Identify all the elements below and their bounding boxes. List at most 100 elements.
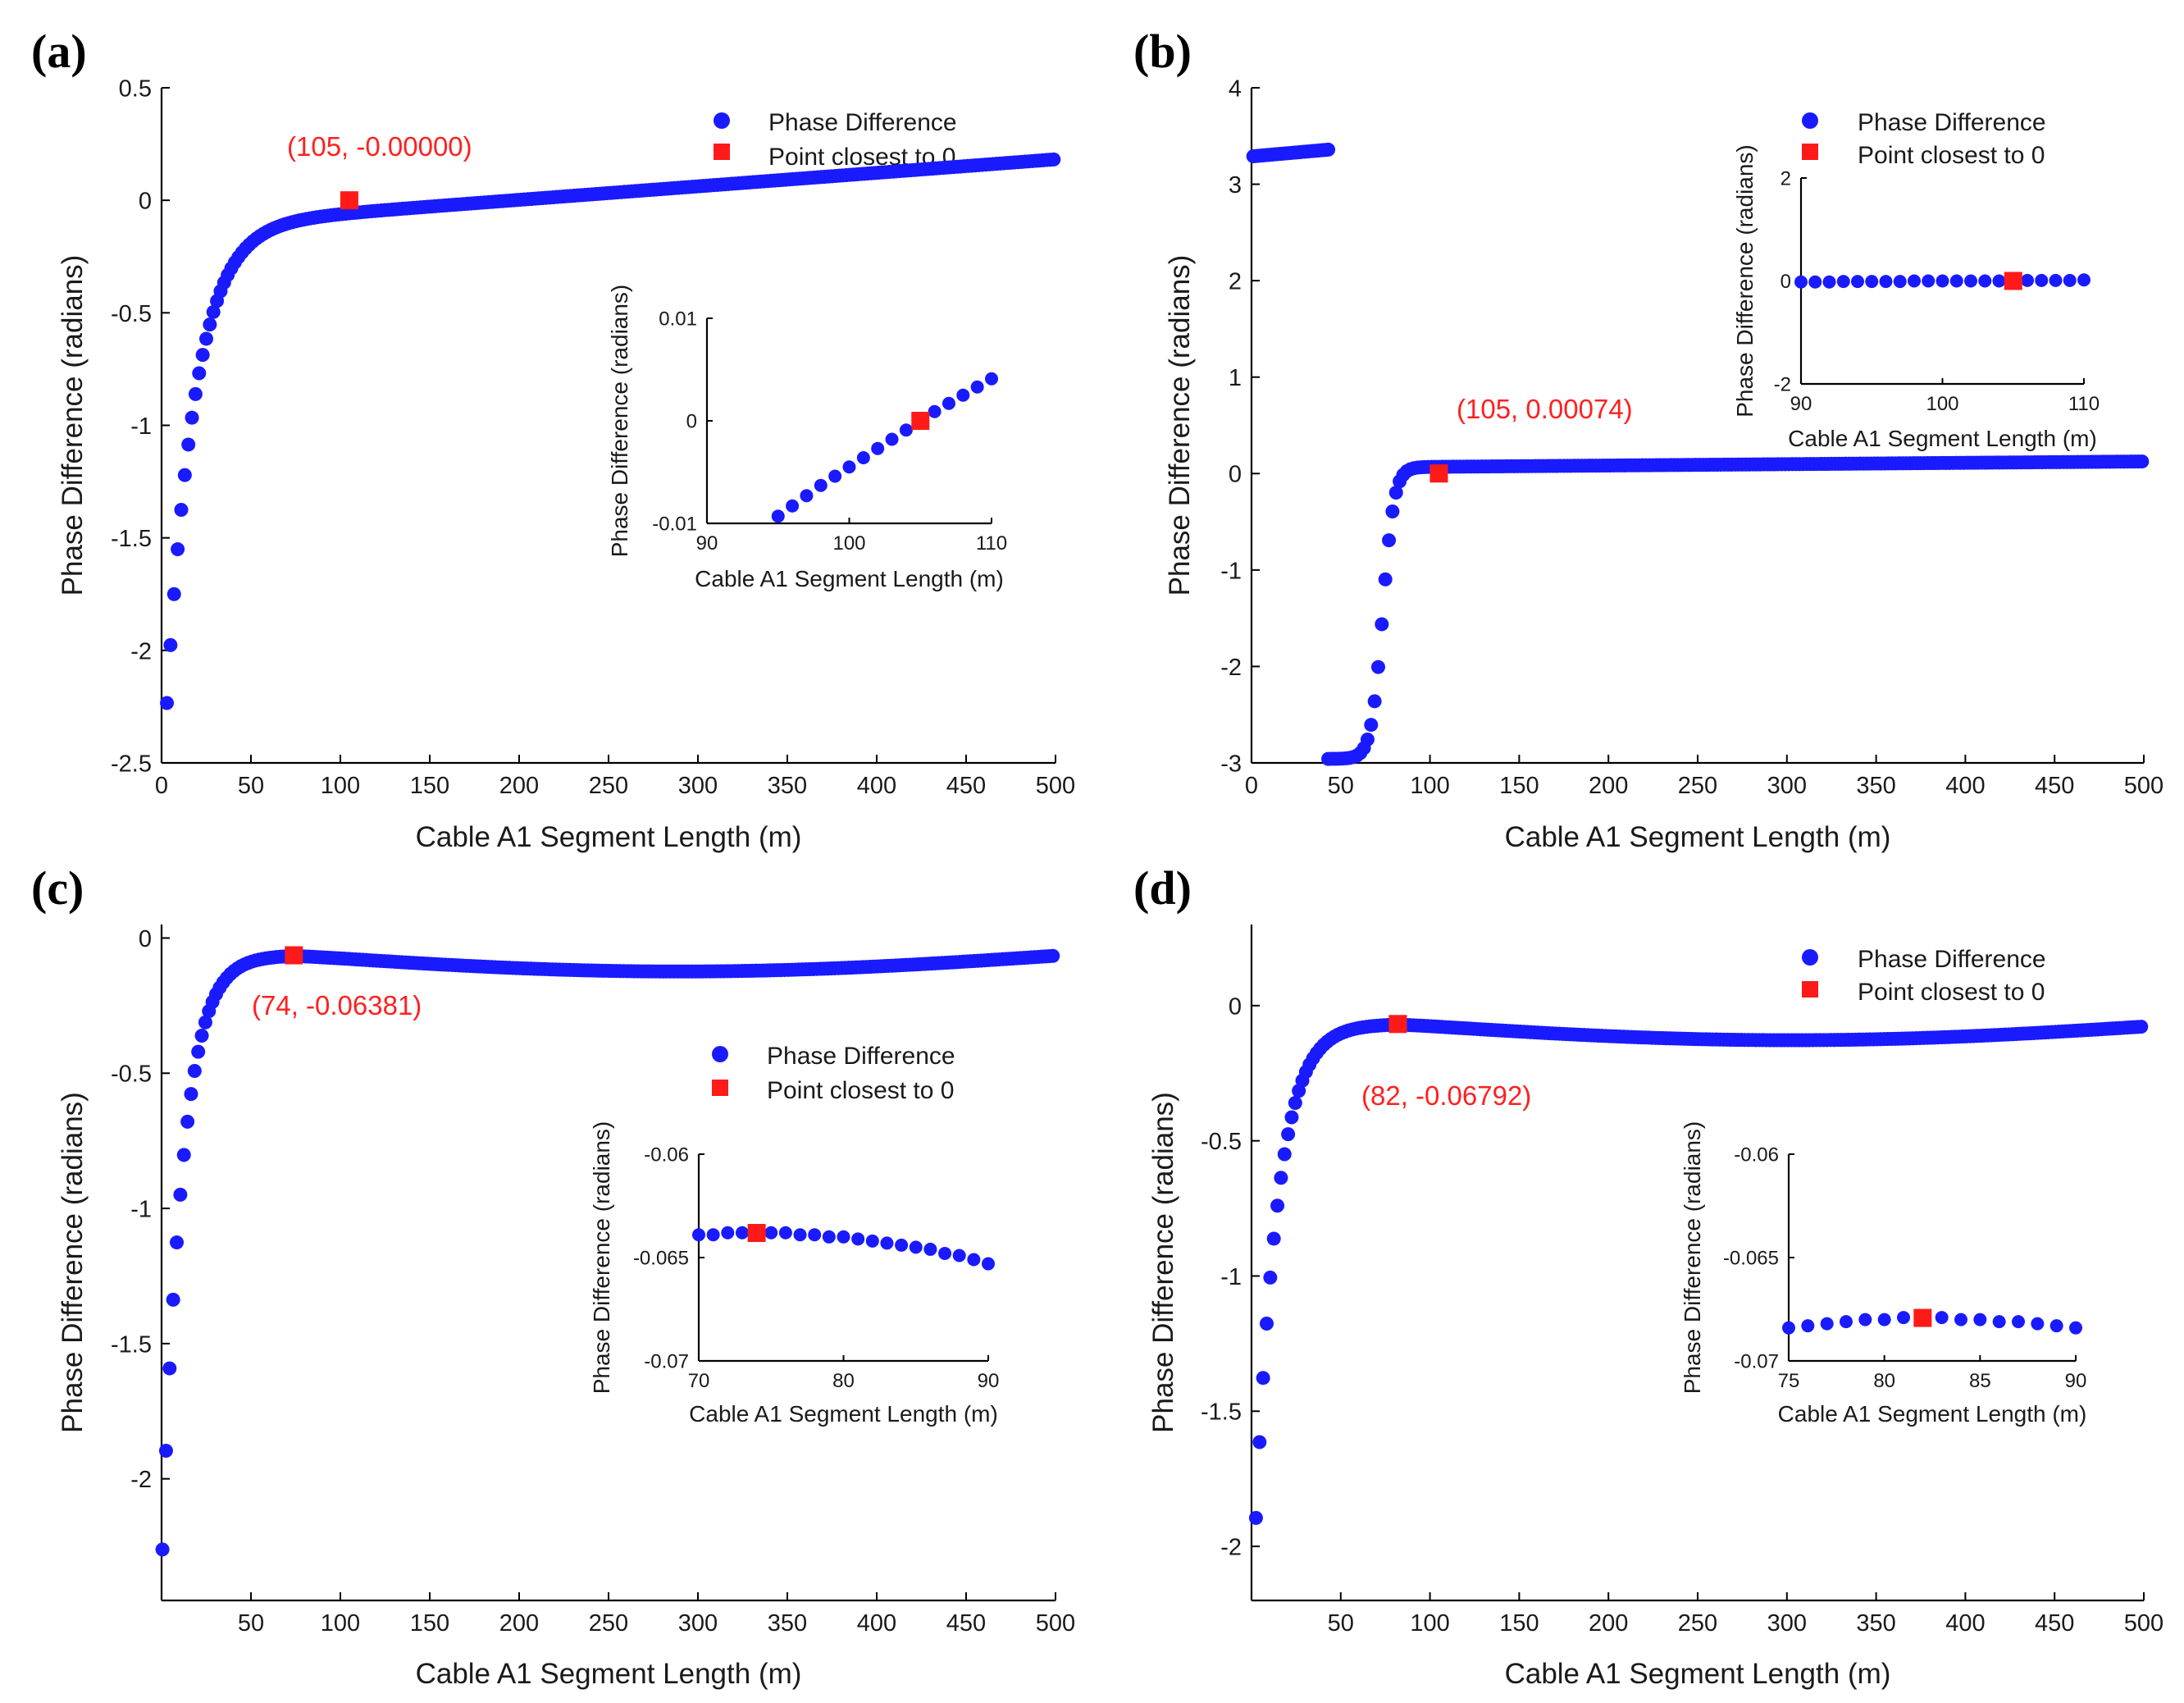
inset-data-point (851, 1232, 865, 1246)
data-point (176, 1148, 191, 1162)
inset-data-point (1893, 275, 1907, 289)
inset-data-point (1922, 274, 1936, 288)
inset-data-point (706, 1228, 720, 1242)
y-axis-label: Phase Difference (radians) (1164, 255, 1196, 596)
inset-data-point (1973, 1313, 1987, 1326)
inset-data-point (970, 380, 984, 394)
inset-data-point (1836, 275, 1850, 289)
data-point (1382, 533, 1397, 548)
inset-data-point (909, 1240, 923, 1254)
inset-data-point (1964, 274, 1977, 288)
inset-x-tick-label: 70 (688, 1370, 710, 1392)
inset-y-axis-label: Phase Difference (radians) (1680, 1121, 1705, 1395)
inset-data-point (1808, 275, 1822, 289)
data-point (198, 1015, 212, 1030)
inset-data-point (1897, 1311, 1910, 1325)
legend-closest-label: Point closest to 0 (1858, 979, 2045, 1006)
y-tick-label: -1 (130, 1197, 152, 1223)
inset-y-tick-label: -0.06 (644, 1144, 689, 1167)
legend-closest-marker (1802, 981, 1818, 998)
y-tick-label: -2 (1220, 1535, 1242, 1561)
x-tick-label: 400 (1945, 773, 1985, 799)
x-tick-label: 50 (1328, 1610, 1354, 1637)
x-tick-label: 450 (946, 773, 986, 799)
inset-data-point (822, 1230, 836, 1244)
data-point (1248, 1510, 1263, 1525)
inset-y-tick-label: -0.07 (1734, 1351, 1779, 1373)
data-point (187, 1064, 202, 1079)
data-point (177, 468, 192, 482)
inset-y-axis-label: Phase Difference (radians) (1732, 144, 1758, 418)
inset-x-tick-label: 90 (978, 1370, 1000, 1392)
x-tick-label: 100 (321, 1610, 360, 1637)
x-tick-label: 450 (2035, 773, 2074, 799)
data-point (1288, 1096, 1302, 1111)
y-tick-label: 0 (139, 189, 152, 215)
main-plot: 50 100 150 200 250 300 350 400 450 500 -2 -1.5 -1 -0.… (1147, 925, 2163, 1690)
y-tick-label: 4 (1229, 75, 1242, 102)
inset-data-point (1851, 275, 1864, 289)
x-tick-label: 400 (1945, 1610, 1985, 1637)
inset-data-point (880, 1236, 894, 1250)
x-tick-label: 450 (946, 1610, 986, 1637)
panel-c-letter: (c) (31, 861, 84, 915)
y-tick-label: -1.5 (111, 1331, 152, 1358)
inset-data-point (2035, 273, 2049, 287)
inset-x-tick-label: 80 (1873, 1370, 1895, 1392)
data-point (1284, 1110, 1299, 1125)
inset-data-point (2077, 273, 2091, 287)
inset-data-point (982, 1257, 995, 1271)
y-tick-label: 0 (1229, 993, 1242, 1020)
inset-data-point (2021, 273, 2034, 287)
inset-data-point (1865, 275, 1879, 289)
x-tick-label: 300 (1767, 1610, 1807, 1637)
inset-data-point (721, 1226, 735, 1240)
x-tick-label: 200 (499, 1610, 539, 1637)
inset-data-point (952, 1249, 966, 1262)
y-tick-label: -0.5 (1201, 1129, 1242, 1155)
x-axis-label: Cable A1 Segment Length (m) (416, 821, 802, 853)
legend-closest-marker (714, 144, 730, 160)
inset-y-tick-label: -2 (1774, 374, 1791, 396)
inset-data-point (808, 1228, 822, 1242)
data-point (166, 587, 181, 601)
inset-data-point (1801, 1319, 1815, 1333)
inset-plot: 70 80 90 -0.07 -0.065 -0.06 Cable A1 Segment L… (589, 1121, 999, 1427)
inset-y-tick-label: -0.06 (1734, 1144, 1779, 1167)
data-point (2135, 454, 2150, 469)
inset-x-tick-label: 90 (1790, 393, 1812, 415)
data-point (1046, 152, 1061, 167)
y-tick-label: -1 (1220, 1264, 1242, 1290)
legend-closest-label: Point closest to 0 (1858, 142, 2045, 169)
data-point (160, 696, 175, 710)
inset-series-points (692, 1226, 995, 1271)
x-tick-label: 250 (589, 773, 628, 799)
inset-data-point (938, 1246, 952, 1260)
inset-y-axis-label: Phase Difference (radians) (589, 1121, 614, 1395)
legend-series-marker (1802, 949, 1818, 966)
inset-data-point (885, 432, 899, 446)
x-tick-label: 0 (155, 773, 168, 799)
data-point (1046, 948, 1060, 963)
y-tick-label: 0.5 (119, 75, 152, 102)
x-tick-label: 500 (2124, 773, 2163, 799)
panel-d: (d) (82, -0.06792) Phase Difference Poin… (1133, 861, 2163, 1690)
data-point (158, 1443, 173, 1458)
inset-x-axis-label: Cable A1 Segment Length (m) (1778, 1401, 2087, 1427)
inset-data-point (771, 509, 785, 523)
inset-data-point (786, 499, 800, 513)
y-axis-label: Phase Difference (radians) (57, 255, 89, 596)
inset-y-tick-label: -0.07 (644, 1351, 689, 1373)
series-points (160, 152, 1061, 710)
inset-data-point (865, 1234, 879, 1248)
inset-data-point (828, 469, 842, 483)
inset-data-point (1992, 274, 2006, 288)
inset-data-point (1949, 274, 1963, 288)
x-tick-label: 50 (238, 1610, 264, 1637)
inset-y-axis-label: Phase Difference (radians) (607, 285, 632, 558)
inset-data-point (692, 1228, 705, 1242)
y-tick-label: -2 (1220, 655, 1242, 681)
closest-point-marker (1429, 464, 1448, 483)
x-tick-label: 150 (1499, 773, 1539, 799)
